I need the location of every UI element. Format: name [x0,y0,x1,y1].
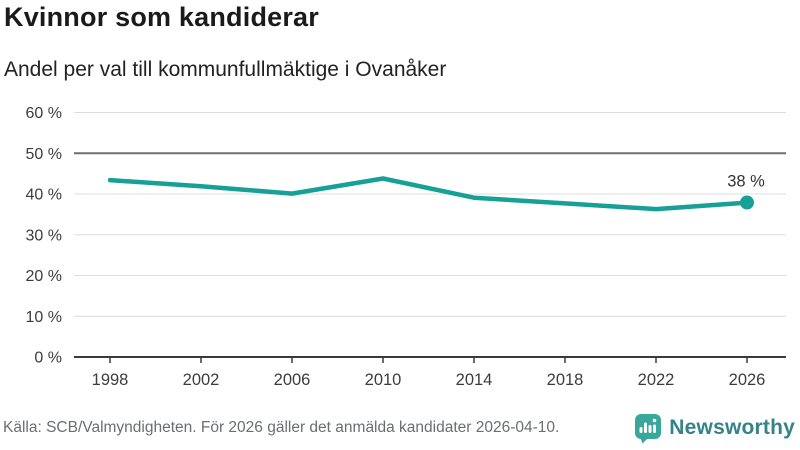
y-tick-label: 40 % [26,187,62,204]
y-tick-label: 60 % [26,105,62,122]
x-tick-label: 2010 [365,371,402,389]
end-point-label: 38 % [727,173,765,191]
chart-title: Kvinnor som kandiderar [4,2,319,32]
x-tick-label: 1998 [92,371,129,389]
newsworthy-wordmark: Newsworthy [669,416,795,439]
y-tick-label: 0 % [34,350,62,367]
x-tick-label: 2006 [274,371,311,389]
x-tick-label: 2022 [638,371,675,389]
x-tick-label: 2014 [456,371,493,389]
x-tick-label: 2026 [729,371,766,389]
y-tick-label: 30 % [26,227,62,244]
newsworthy-logo: Newsworthy [634,413,795,444]
data-line [107,176,750,212]
footer: Källa: SCB/Valmyndigheten. För 2026 gäll… [0,412,800,444]
x-tick-label: 2018 [547,371,584,389]
end-point-dot [740,195,754,210]
y-tick-label: 20 % [26,268,62,285]
y-tick-label: 10 % [26,309,62,326]
y-tick-label: 50 % [26,146,62,163]
chart-subtitle: Andel per val till kommunfullmäktige i O… [4,58,447,81]
x-tick-label: 2002 [183,371,220,389]
newsworthy-logo-icon [635,413,662,443]
source-note: Källa: SCB/Valmyndigheten. För 2026 gäll… [3,419,560,436]
